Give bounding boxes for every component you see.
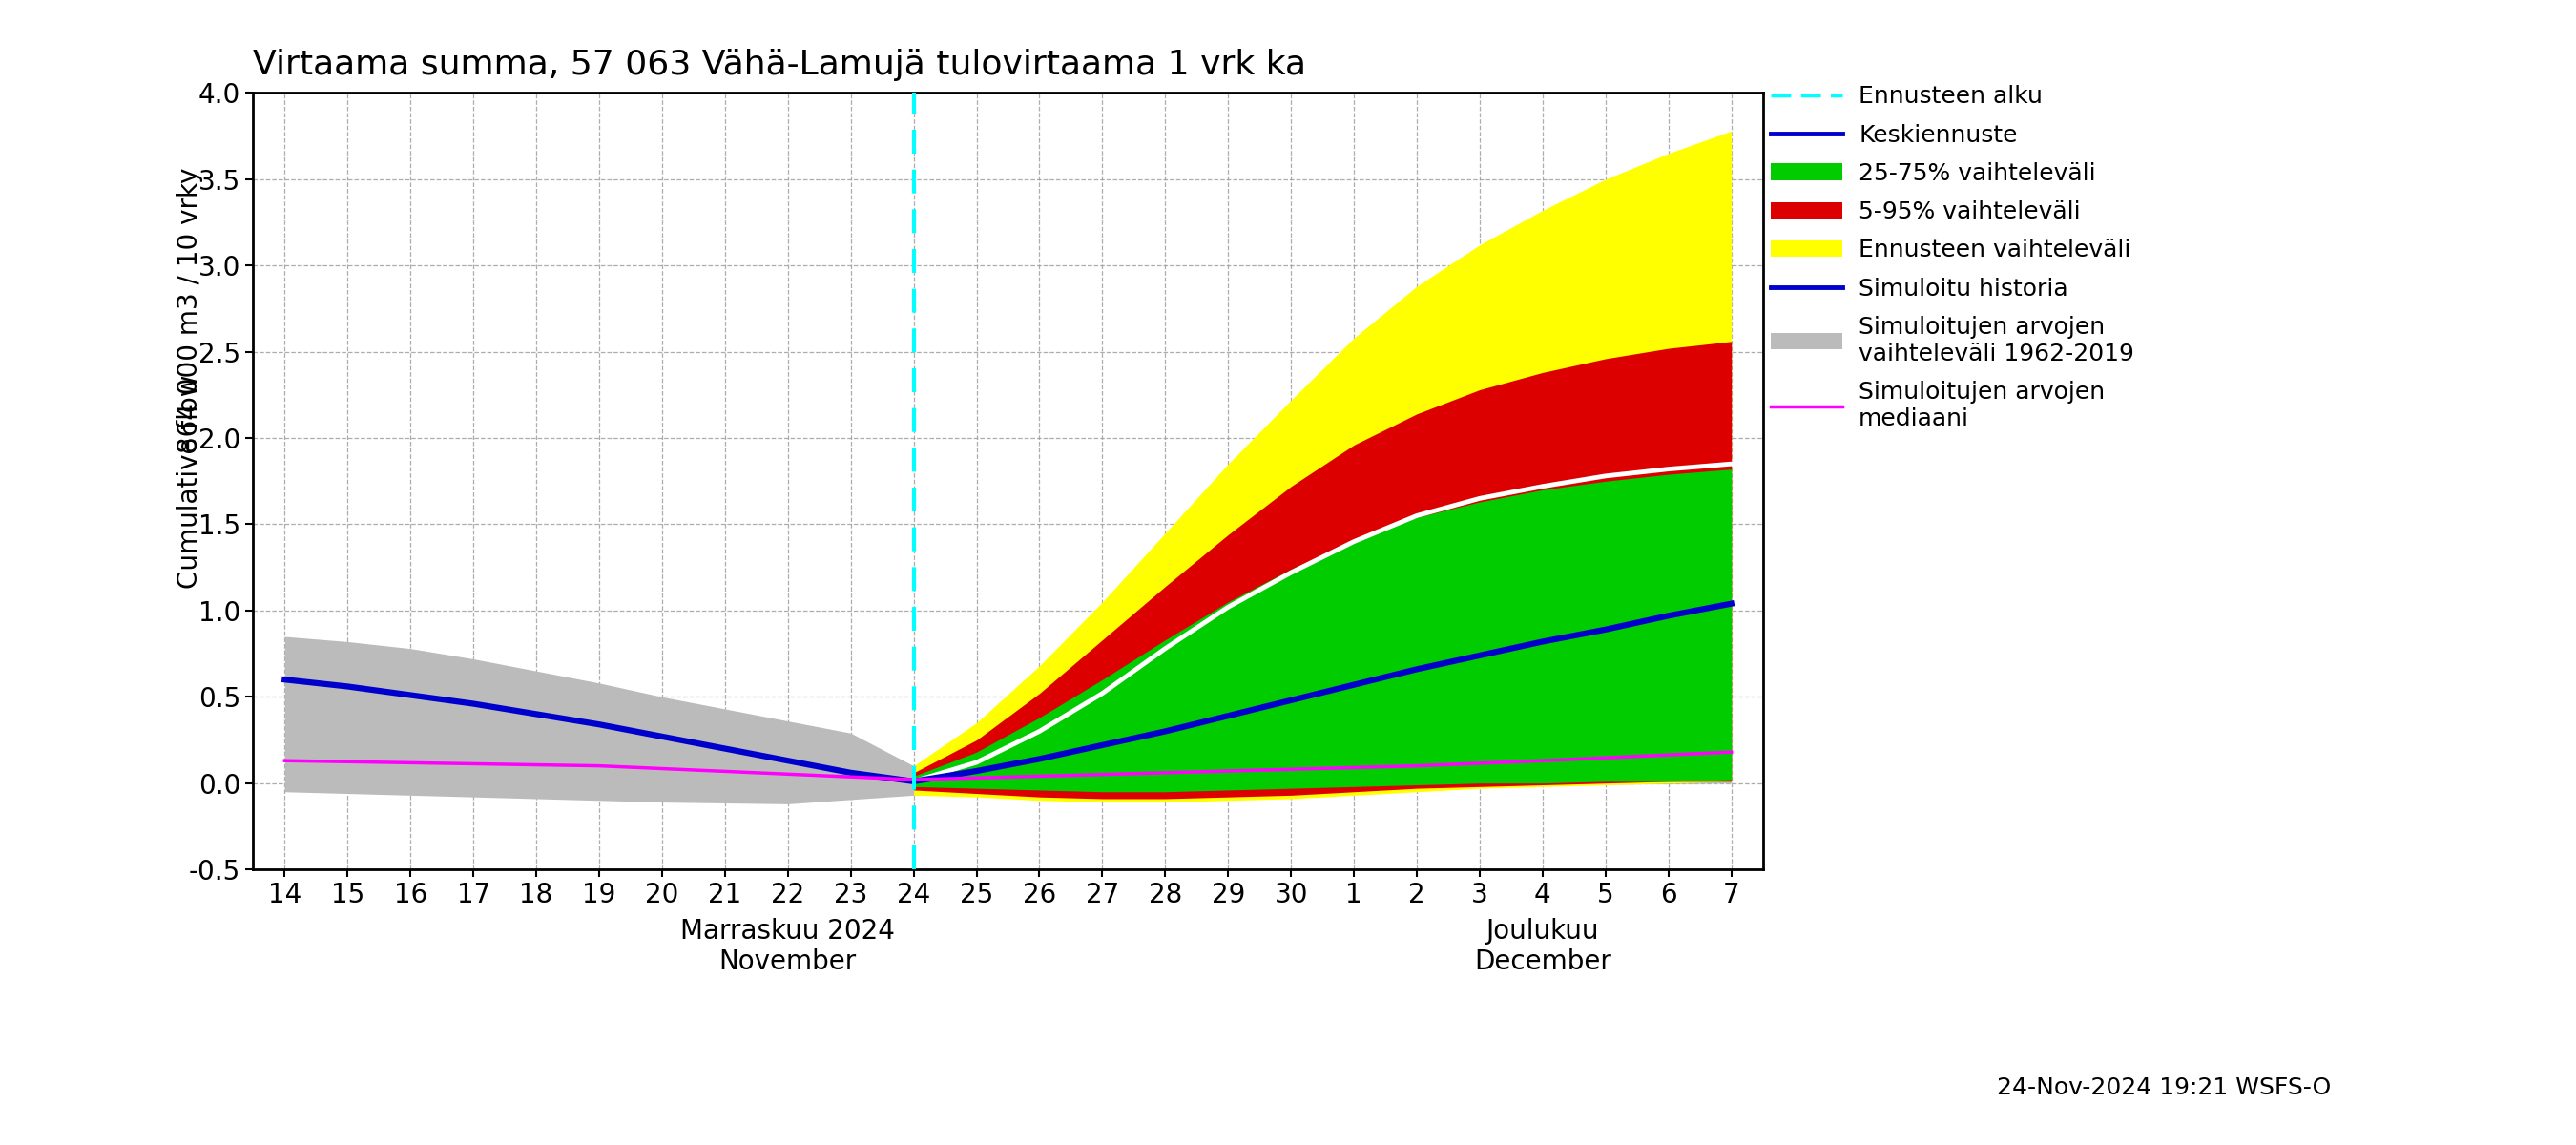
Text: 24-Nov-2024 19:21 WSFS-O: 24-Nov-2024 19:21 WSFS-O	[1996, 1076, 2331, 1099]
Text: Marraskuu 2024
November: Marraskuu 2024 November	[680, 917, 894, 976]
Text: Cumulative flow: Cumulative flow	[175, 374, 204, 589]
Text: 864 000 m3 / 10 vrky: 864 000 m3 / 10 vrky	[175, 167, 204, 453]
Legend: Ennusteen alku, Keskiennuste, 25-75% vaihteleväli, 5-95% vaihteleväli, Ennusteen: Ennusteen alku, Keskiennuste, 25-75% vai…	[1770, 85, 2133, 431]
Text: Virtaama summa, 57 063 Vähä-Lamujä tulovirtaama 1 vrk ka: Virtaama summa, 57 063 Vähä-Lamujä tulov…	[252, 48, 1306, 81]
Text: Joulukuu
December: Joulukuu December	[1473, 917, 1613, 976]
